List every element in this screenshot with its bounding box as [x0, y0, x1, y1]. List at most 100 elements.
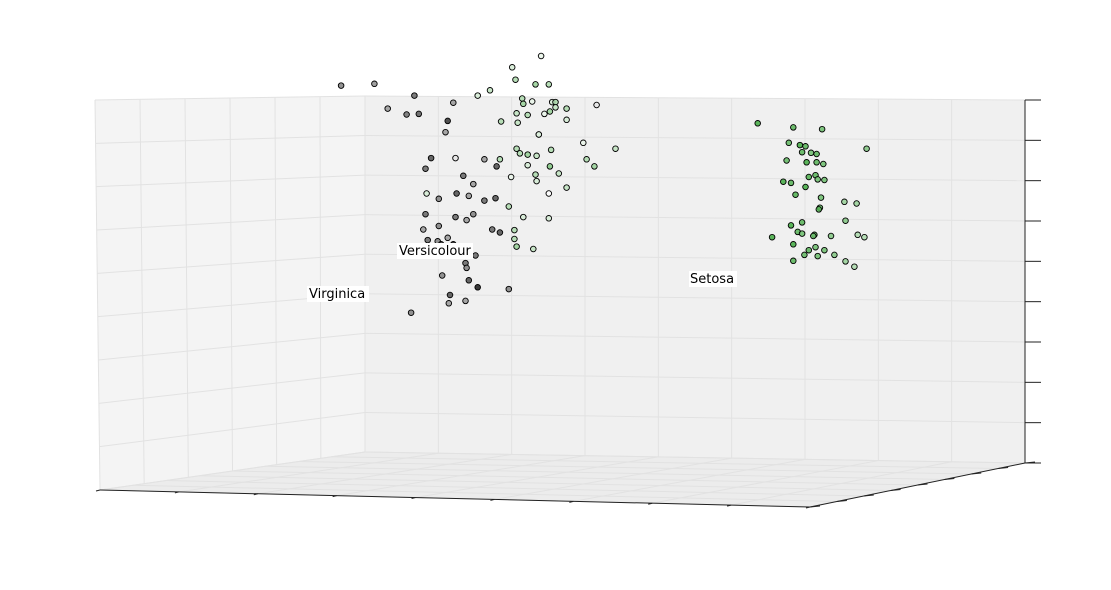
grid-line [94, 95, 366, 101]
data-point [486, 87, 494, 94]
data-point [780, 178, 787, 185]
data-point [513, 145, 520, 152]
data-point [612, 145, 619, 152]
data-point [814, 252, 821, 260]
label-virginica: Virginica [309, 287, 365, 302]
data-point [423, 190, 430, 197]
data-point [438, 272, 446, 279]
data-point [798, 148, 806, 156]
x-tick [95, 489, 101, 492]
data-point [514, 119, 521, 126]
data-point [821, 176, 828, 184]
data-point [445, 300, 453, 307]
data-point [530, 245, 537, 253]
data-point [488, 226, 496, 233]
grid-line [98, 372, 366, 404]
data-point [851, 263, 858, 270]
grid-line [184, 98, 189, 478]
data-point [533, 177, 540, 185]
data-point [831, 251, 838, 259]
data-point [842, 217, 849, 224]
grid-line [364, 174, 1026, 182]
grid-line [95, 135, 366, 144]
data-point [496, 229, 504, 236]
data-point [435, 222, 443, 230]
data-point [460, 172, 467, 180]
data-point [810, 232, 817, 240]
y-tick [998, 467, 1009, 469]
grid-line [364, 332, 1026, 343]
grid-line [364, 411, 1026, 424]
data-point [802, 183, 809, 191]
grid-line [96, 214, 366, 231]
x-tick [332, 495, 337, 498]
data-point [512, 76, 519, 83]
data-point [863, 145, 870, 152]
x-tick [569, 500, 574, 503]
data-point [452, 213, 459, 221]
data-point [827, 232, 835, 240]
data-point [520, 100, 527, 108]
data-point [861, 233, 868, 241]
x-tick [174, 491, 180, 494]
data-point [528, 98, 536, 105]
data-point [474, 284, 481, 291]
data-point [481, 156, 488, 163]
data-point [532, 171, 539, 178]
data-point [411, 92, 418, 99]
grid-line [96, 174, 366, 188]
data-point [453, 190, 460, 197]
data-point [532, 81, 539, 88]
data-point [805, 173, 813, 181]
x-tick [411, 497, 416, 500]
data-point [444, 117, 451, 125]
data-point [801, 251, 808, 259]
x-tick [648, 502, 653, 505]
grid-line [97, 253, 366, 274]
data-point [422, 210, 429, 218]
grid-line [274, 97, 278, 465]
data-point [807, 149, 815, 157]
y-tick [917, 483, 928, 486]
data-point [507, 173, 515, 181]
axes [95, 99, 1041, 509]
grid-line [133, 484, 837, 502]
data-point [821, 246, 828, 254]
data-point [580, 139, 587, 147]
data-point [798, 219, 806, 226]
data-point [407, 309, 415, 316]
grid-line [364, 135, 1026, 141]
data-point [790, 257, 797, 265]
x-tick [490, 498, 495, 501]
cluster-labels: Setosa Versicolour Virginica [307, 243, 737, 302]
data-point [481, 197, 488, 204]
data-point [815, 206, 823, 213]
data-point [415, 110, 423, 118]
data-point [470, 210, 477, 218]
data-point [492, 194, 499, 202]
data-point [511, 226, 518, 234]
data-point [552, 104, 559, 111]
x-tick [805, 506, 811, 509]
data-point [474, 92, 481, 99]
data-point [497, 118, 505, 125]
data-point [472, 252, 479, 259]
data-point [552, 98, 559, 106]
data-point [820, 160, 827, 168]
data-point [463, 216, 470, 224]
data-point [798, 230, 806, 237]
data-point [442, 128, 449, 136]
data-point [505, 203, 513, 210]
data-point [787, 222, 795, 229]
data-point [546, 108, 554, 115]
data-point [452, 154, 459, 162]
grid-line [232, 470, 918, 486]
data-point [422, 165, 429, 172]
data-point [420, 226, 427, 233]
data-point [545, 190, 553, 197]
label-setosa: Setosa [690, 272, 734, 287]
data-point [563, 116, 570, 124]
data-point [802, 143, 809, 150]
data-point [518, 95, 526, 102]
left-pane [95, 96, 365, 490]
